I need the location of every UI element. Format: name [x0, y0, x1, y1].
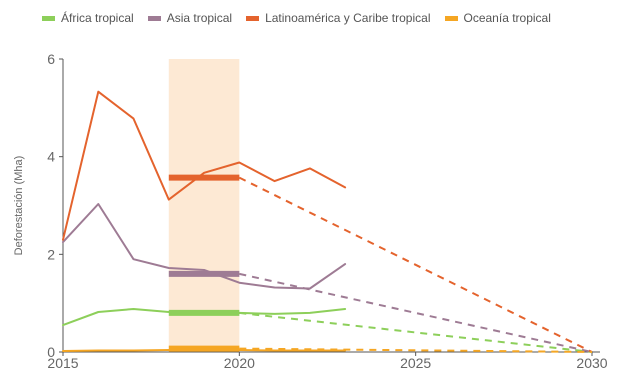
legend-label-latam: Latinoamérica y Caribe tropical	[265, 11, 431, 25]
x-tick-label: 2025	[400, 355, 431, 371]
series-1-target-line	[239, 272, 593, 353]
legend-item-oceania: Oceanía tropical	[444, 11, 551, 25]
legend-swatch-latam	[246, 15, 260, 21]
legend-item-africa: África tropical	[42, 11, 134, 25]
legend-swatch-oceania	[444, 15, 458, 21]
series-3-target-line	[239, 347, 593, 353]
legend-label-africa: África tropical	[61, 11, 134, 25]
y-tick-label: 6	[47, 51, 55, 67]
y-axis-title: Deforestación (Mha)	[13, 156, 25, 256]
legend-label-asia: Asia tropical	[166, 11, 233, 25]
series-0-target-line	[239, 311, 593, 353]
baseline-period-band	[168, 59, 240, 352]
y-tick-label: 4	[47, 149, 55, 165]
legend-label-oceania: Oceanía tropical	[463, 11, 551, 25]
legend-item-asia: Asia tropical	[147, 11, 233, 25]
series-2-line	[62, 90, 347, 241]
x-tick-label: 2020	[224, 355, 255, 371]
series-1-line	[62, 203, 347, 290]
legend-item-latam: Latinoamérica y Caribe tropical	[246, 11, 431, 25]
y-tick-label: 0	[47, 344, 55, 360]
legend-swatch-asia	[147, 15, 161, 21]
series-2-target-line	[238, 176, 593, 353]
chart-legend: África tropical Asia tropical Latinoamér…	[42, 8, 551, 28]
x-tick-label: 2015	[47, 355, 78, 371]
y-tick-label: 2	[47, 246, 55, 262]
legend-swatch-africa	[42, 15, 55, 21]
x-tick-label: 2030	[576, 355, 607, 371]
